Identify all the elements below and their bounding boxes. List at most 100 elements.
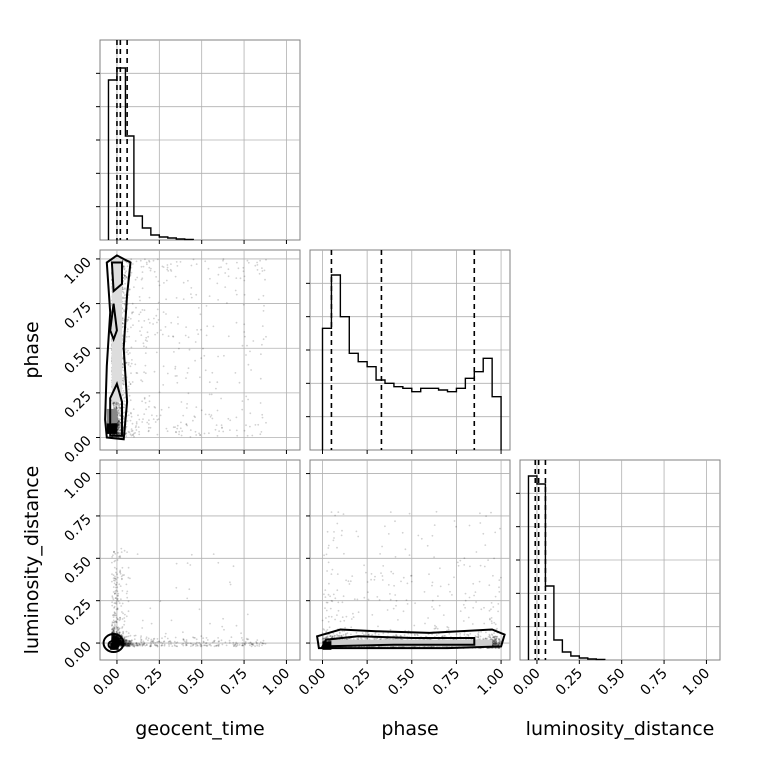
scatter-point (122, 292, 125, 294)
scatter-point (118, 408, 120, 411)
scatter-point (265, 335, 267, 338)
scatter-point (120, 575, 123, 578)
scatter-point (208, 413, 211, 416)
scatter-point (194, 430, 197, 433)
scatter-point (176, 375, 178, 377)
scatter-point (124, 396, 127, 399)
scatter-point (251, 643, 253, 645)
scatter-point (127, 632, 130, 634)
scatter-point (133, 286, 135, 288)
scatter-point (127, 576, 130, 579)
scatter-point (135, 429, 138, 431)
scatter-point (240, 637, 243, 639)
scatter-point (143, 309, 146, 312)
scatter-point (323, 554, 325, 557)
scatter-point (328, 626, 331, 629)
scatter-point (119, 631, 122, 634)
scatter-point (116, 426, 119, 429)
scatter-point (177, 323, 179, 325)
scatter-point (141, 380, 144, 383)
scatter-point (111, 596, 114, 599)
scatter-point (204, 369, 207, 372)
scatter-point (127, 388, 130, 391)
scatter-point (126, 596, 129, 599)
scatter-point (129, 433, 132, 436)
scatter-point (175, 645, 178, 647)
scatter-point (127, 600, 130, 603)
scatter-point (260, 431, 263, 433)
scatter-point (256, 264, 259, 266)
scatter-point (149, 269, 152, 272)
scatter-point (322, 635, 324, 638)
scatter-point (221, 625, 224, 628)
scatter-point (387, 584, 390, 586)
scatter-point (145, 636, 148, 639)
scatter-point (139, 311, 142, 314)
scatter-point (116, 416, 119, 419)
scatter-point (114, 559, 117, 562)
scatter-point (124, 271, 127, 274)
scatter-point (129, 317, 132, 320)
scatter-point (126, 639, 129, 642)
scatter-point (147, 429, 150, 432)
x-tick-label: 0.25 (133, 666, 166, 699)
scatter-point (455, 633, 458, 636)
scatter-point (462, 603, 465, 606)
scatter-point (215, 387, 217, 390)
scatter-point (178, 430, 181, 433)
scatter-point (118, 619, 121, 622)
scatter-point (189, 429, 192, 431)
scatter-point (165, 313, 167, 315)
scatter-point (174, 367, 177, 370)
scatter-point (148, 419, 150, 422)
scatter-point (392, 607, 395, 610)
scatter-point (128, 645, 131, 648)
scatter-point (491, 622, 493, 625)
scatter-point (141, 271, 144, 273)
scatter-point (117, 420, 120, 423)
scatter-point (182, 298, 185, 301)
scatter-point (117, 423, 120, 426)
scatter-point (145, 638, 148, 640)
scatter-point (176, 381, 179, 384)
scatter-point (113, 593, 116, 595)
scatter-point (131, 422, 134, 425)
scatter-point (234, 372, 237, 374)
scatter-point (134, 278, 137, 281)
scatter-point (118, 426, 120, 429)
scatter-point (145, 346, 148, 349)
scatter-point (111, 573, 113, 576)
scatter-point (196, 641, 198, 644)
scatter-point (143, 396, 146, 399)
scatter-point (148, 395, 151, 397)
scatter-point (235, 645, 237, 648)
scatter-point (125, 583, 128, 586)
scatter-point (160, 641, 162, 644)
scatter-point (172, 426, 175, 429)
scatter-point (168, 645, 171, 647)
scatter-point (408, 554, 411, 556)
scatter-point (235, 416, 238, 419)
scatter-point (124, 274, 126, 277)
scatter-point (122, 612, 124, 615)
scatter-point (205, 637, 208, 639)
scatter-point (115, 406, 118, 408)
scatter-point (125, 276, 128, 278)
scatter-point (116, 598, 119, 600)
scatter-point (121, 626, 124, 628)
scatter-point (123, 623, 125, 626)
scatter-point (221, 426, 223, 429)
scatter-point (128, 381, 131, 383)
scatter-point (154, 406, 157, 409)
scatter-point (118, 404, 120, 406)
scatter-point (131, 312, 133, 315)
scatter-point (145, 261, 148, 264)
scatter-point (119, 617, 121, 619)
scatter-point (334, 618, 336, 621)
scatter-point (115, 630, 118, 633)
scatter-point (166, 637, 169, 640)
scatter-point (224, 286, 227, 288)
scatter-point (227, 275, 230, 278)
scatter-point (111, 556, 113, 558)
scatter-point (336, 573, 339, 575)
